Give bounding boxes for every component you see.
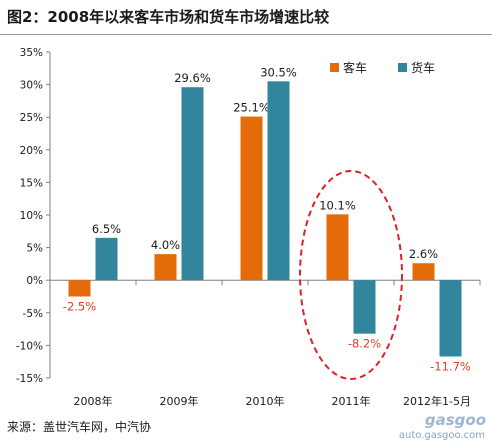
bus-bar (240, 116, 263, 281)
x-tick-label: 2009年 (160, 394, 199, 408)
data-label: 6.5% (92, 222, 121, 236)
x-tick-label: 2011年 (332, 394, 371, 408)
watermark-logo: gasgoo (424, 411, 486, 429)
data-label: 29.6% (174, 71, 211, 85)
data-label: -8.2% (348, 337, 381, 351)
title-divider (0, 34, 492, 35)
y-tick-label: 5% (26, 243, 43, 255)
data-label: -11.7% (430, 359, 471, 373)
bus-bar (68, 280, 91, 297)
source-note: 来源：盖世汽车网，中汽协 (7, 420, 152, 434)
y-tick-label: 10% (20, 210, 43, 222)
data-label: 2.6% (409, 247, 438, 261)
data-label: 30.5% (260, 65, 297, 79)
legend-swatch (398, 63, 407, 72)
y-tick-label: -10% (16, 340, 43, 352)
data-label: 4.0% (151, 238, 180, 252)
data-label: 25.1% (233, 101, 270, 115)
x-tick-label: 2012年1-5月 (403, 394, 471, 408)
bus-bar (154, 254, 177, 281)
bus-bar (326, 214, 349, 281)
truck-bar (439, 280, 462, 357)
highlight-ellipse (299, 170, 403, 380)
watermark-url: auto.gasgoo.com (398, 430, 485, 441)
legend-label: 货车 (411, 60, 435, 75)
truck-bar (181, 87, 204, 281)
bus-bar (412, 263, 435, 281)
truck-bar (95, 237, 118, 281)
truck-bar (267, 81, 290, 281)
y-tick-label: 35% (20, 47, 43, 59)
y-tick-label: 15% (20, 177, 43, 189)
x-tick-label: 2010年 (246, 394, 285, 408)
legend-label: 客车 (343, 60, 367, 75)
data-label: 10.1% (319, 198, 356, 212)
y-tick-label: -15% (16, 373, 43, 385)
y-tick-label: 20% (20, 145, 43, 157)
data-label: -2.5% (63, 300, 96, 314)
x-tick-label: 2008年 (74, 394, 113, 408)
chart-title: 图2：2008年以来客车市场和货车市场增速比较 (7, 8, 330, 26)
y-tick-label: -5% (23, 308, 43, 320)
y-tick-label: 30% (20, 80, 43, 92)
y-tick-label: 0% (26, 275, 43, 287)
y-tick-label: 25% (20, 112, 43, 124)
legend-swatch (330, 63, 339, 72)
truck-bar (353, 280, 376, 334)
